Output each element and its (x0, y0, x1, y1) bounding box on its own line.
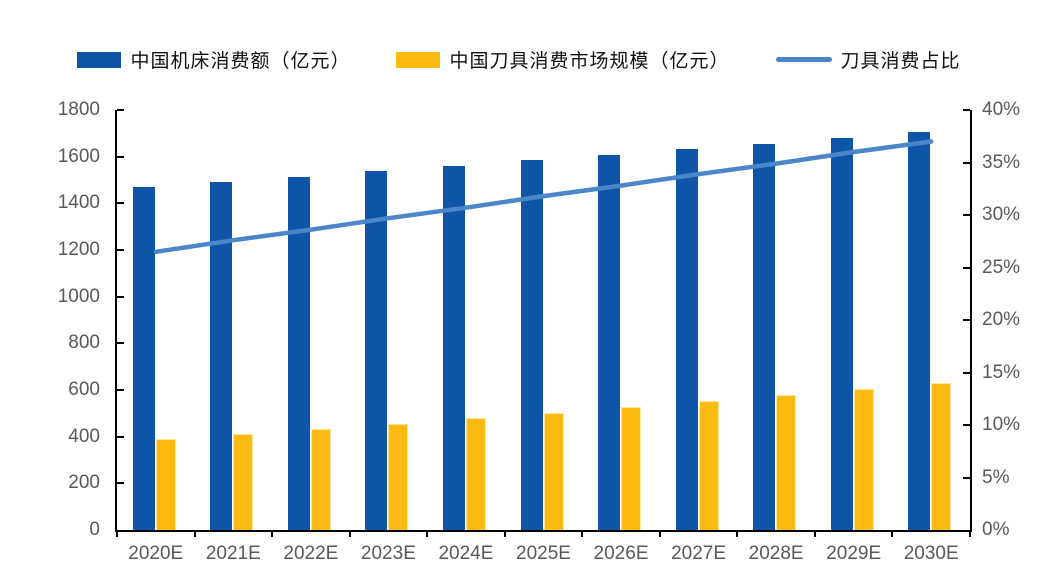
right-axis-label: 5% (982, 466, 1010, 488)
ratio-line (153, 139, 934, 255)
machine-bar (365, 171, 388, 530)
x-axis-tick (658, 532, 661, 537)
x-axis-tick (348, 532, 351, 537)
right-axis-label: 0% (982, 519, 1010, 540)
x-axis-tick (813, 532, 816, 537)
x-axis-tick (736, 532, 739, 537)
right-axis-label: 15% (982, 361, 1021, 383)
plot-area (115, 109, 972, 532)
ratio-series-swatch-icon (775, 57, 832, 62)
x-axis-label: 2029E (826, 543, 882, 564)
tool-bar (853, 389, 874, 530)
right-axis-tick (963, 109, 970, 111)
x-axis-label: 2022E (283, 543, 339, 564)
machine-series-label: 中国机床消费额（亿元） (130, 51, 351, 72)
right-axis-label: 10% (982, 414, 1021, 435)
machine-bar (520, 160, 543, 530)
left-axis-label: 1200 (57, 239, 100, 260)
left-axis-tick (117, 295, 124, 298)
x-axis-tick (193, 532, 196, 537)
left-axis-label: 1000 (57, 285, 100, 307)
tool-bar (310, 428, 331, 530)
x-axis-label: 2028E (748, 543, 804, 564)
left-axis-tick (117, 389, 124, 391)
tool-series-swatch-icon (396, 51, 441, 68)
x-axis-tick (581, 532, 584, 537)
left-axis-tick (117, 202, 124, 205)
machine-bar (753, 143, 776, 530)
x-axis-tick (969, 532, 971, 537)
x-axis-tick (271, 532, 274, 537)
right-axis-tick (963, 476, 970, 479)
left-axis-label: 200 (68, 472, 100, 494)
machine-bar (132, 187, 155, 530)
right-axis-label: 30% (982, 204, 1021, 225)
tool-bar (776, 395, 797, 530)
x-axis-label: 2030E (903, 543, 959, 564)
legend-item-machine: 中国机床消费额（亿元） (77, 46, 350, 73)
machine-bar (287, 176, 310, 530)
left-axis-label: 400 (68, 425, 100, 447)
x-axis-tick (503, 532, 506, 537)
tool-bar (621, 407, 642, 530)
left-axis-label: 1600 (57, 145, 100, 167)
right-axis-label: 20% (982, 309, 1021, 330)
right-axis-tick (963, 161, 970, 164)
left-axis-tick (117, 155, 124, 158)
machine-bar (442, 166, 465, 530)
tool-bar (388, 423, 409, 530)
right-axis-label: 25% (982, 256, 1021, 278)
tool-bar (233, 434, 254, 530)
tool-bar (931, 382, 952, 530)
x-axis-label: 2027E (671, 543, 727, 564)
x-axis-label: 2026E (593, 543, 649, 564)
machine-series-swatch-icon (77, 51, 122, 68)
left-axis-label: 0 (89, 519, 100, 540)
x-axis-tick (116, 532, 118, 537)
machine-bar (210, 181, 233, 530)
x-axis-tick (426, 532, 429, 537)
left-axis-tick (117, 342, 124, 345)
tool-series-label: 中国刀具消费市场规模（亿元） (449, 51, 730, 72)
legend-item-ratio: 刀具消费占比 (775, 46, 961, 73)
left-axis-tick (117, 482, 124, 485)
right-axis-label: 35% (982, 151, 1021, 173)
right-axis-tick (963, 319, 970, 321)
tool-bar (465, 418, 486, 530)
x-axis-label: 2024E (438, 543, 494, 564)
machine-bar (598, 155, 621, 530)
tool-bar (698, 401, 719, 530)
legend-item-tool: 中国刀具消费市场规模（亿元） (396, 46, 729, 73)
x-axis-label: 2020E (128, 543, 184, 564)
left-axis-label: 1800 (57, 99, 100, 120)
x-axis-tick (891, 532, 894, 537)
x-axis-label: 2025E (516, 543, 571, 564)
left-axis-tick (117, 435, 124, 438)
left-axis-tick (117, 249, 124, 251)
left-axis-label: 800 (68, 332, 100, 354)
tool-bar (155, 439, 176, 530)
machine-bar (908, 131, 931, 530)
tool-bar (543, 412, 564, 530)
machine-bar (830, 137, 853, 530)
ratio-series-label: 刀具消费占比 (840, 51, 961, 72)
right-axis-tick (963, 214, 970, 216)
left-axis-label: 600 (68, 379, 100, 400)
right-axis-tick (963, 371, 970, 374)
right-axis-tick (963, 424, 970, 426)
x-axis-label: 2023E (360, 543, 416, 564)
left-axis-tick (117, 109, 124, 111)
right-axis-label: 40% (982, 99, 1021, 120)
machine-bar (675, 149, 698, 530)
right-axis-tick (963, 266, 970, 269)
legend: 中国机床消费额（亿元） 中国刀具消费市场规模（亿元） 刀具消费占比 (0, 46, 1038, 73)
x-axis-label: 2021E (205, 543, 261, 564)
left-axis-label: 1400 (57, 192, 100, 214)
